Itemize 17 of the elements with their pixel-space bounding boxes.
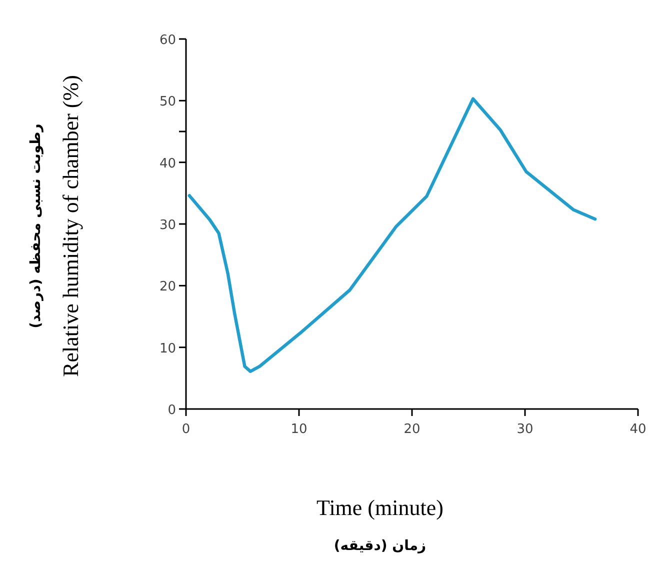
y-tick-label: 60: [159, 33, 176, 48]
line-series: [188, 97, 597, 373]
x-tick-label: 10: [290, 422, 308, 437]
x-tick-label: 20: [404, 422, 420, 437]
x-axis-title: Time (minute): [316, 495, 444, 520]
x-tick-label: 0: [182, 422, 190, 437]
text: زمان (دقیقه): [334, 538, 426, 554]
y-tick-label: 50: [159, 94, 176, 110]
y-tick-label: 20: [159, 280, 176, 295]
x-tick-label: 30: [516, 422, 534, 437]
x-tick-label: 40: [630, 422, 646, 437]
y-axis-title: Relative humidity of chamber (%): [58, 75, 83, 377]
y-tick-label: 40: [159, 156, 176, 172]
text: رطوبت نسبی محفظه (درصد): [28, 124, 44, 328]
y-tick-label: 0: [168, 403, 176, 418]
y-tick-label: 10: [159, 341, 176, 356]
y-tick-label: 30: [159, 218, 176, 233]
